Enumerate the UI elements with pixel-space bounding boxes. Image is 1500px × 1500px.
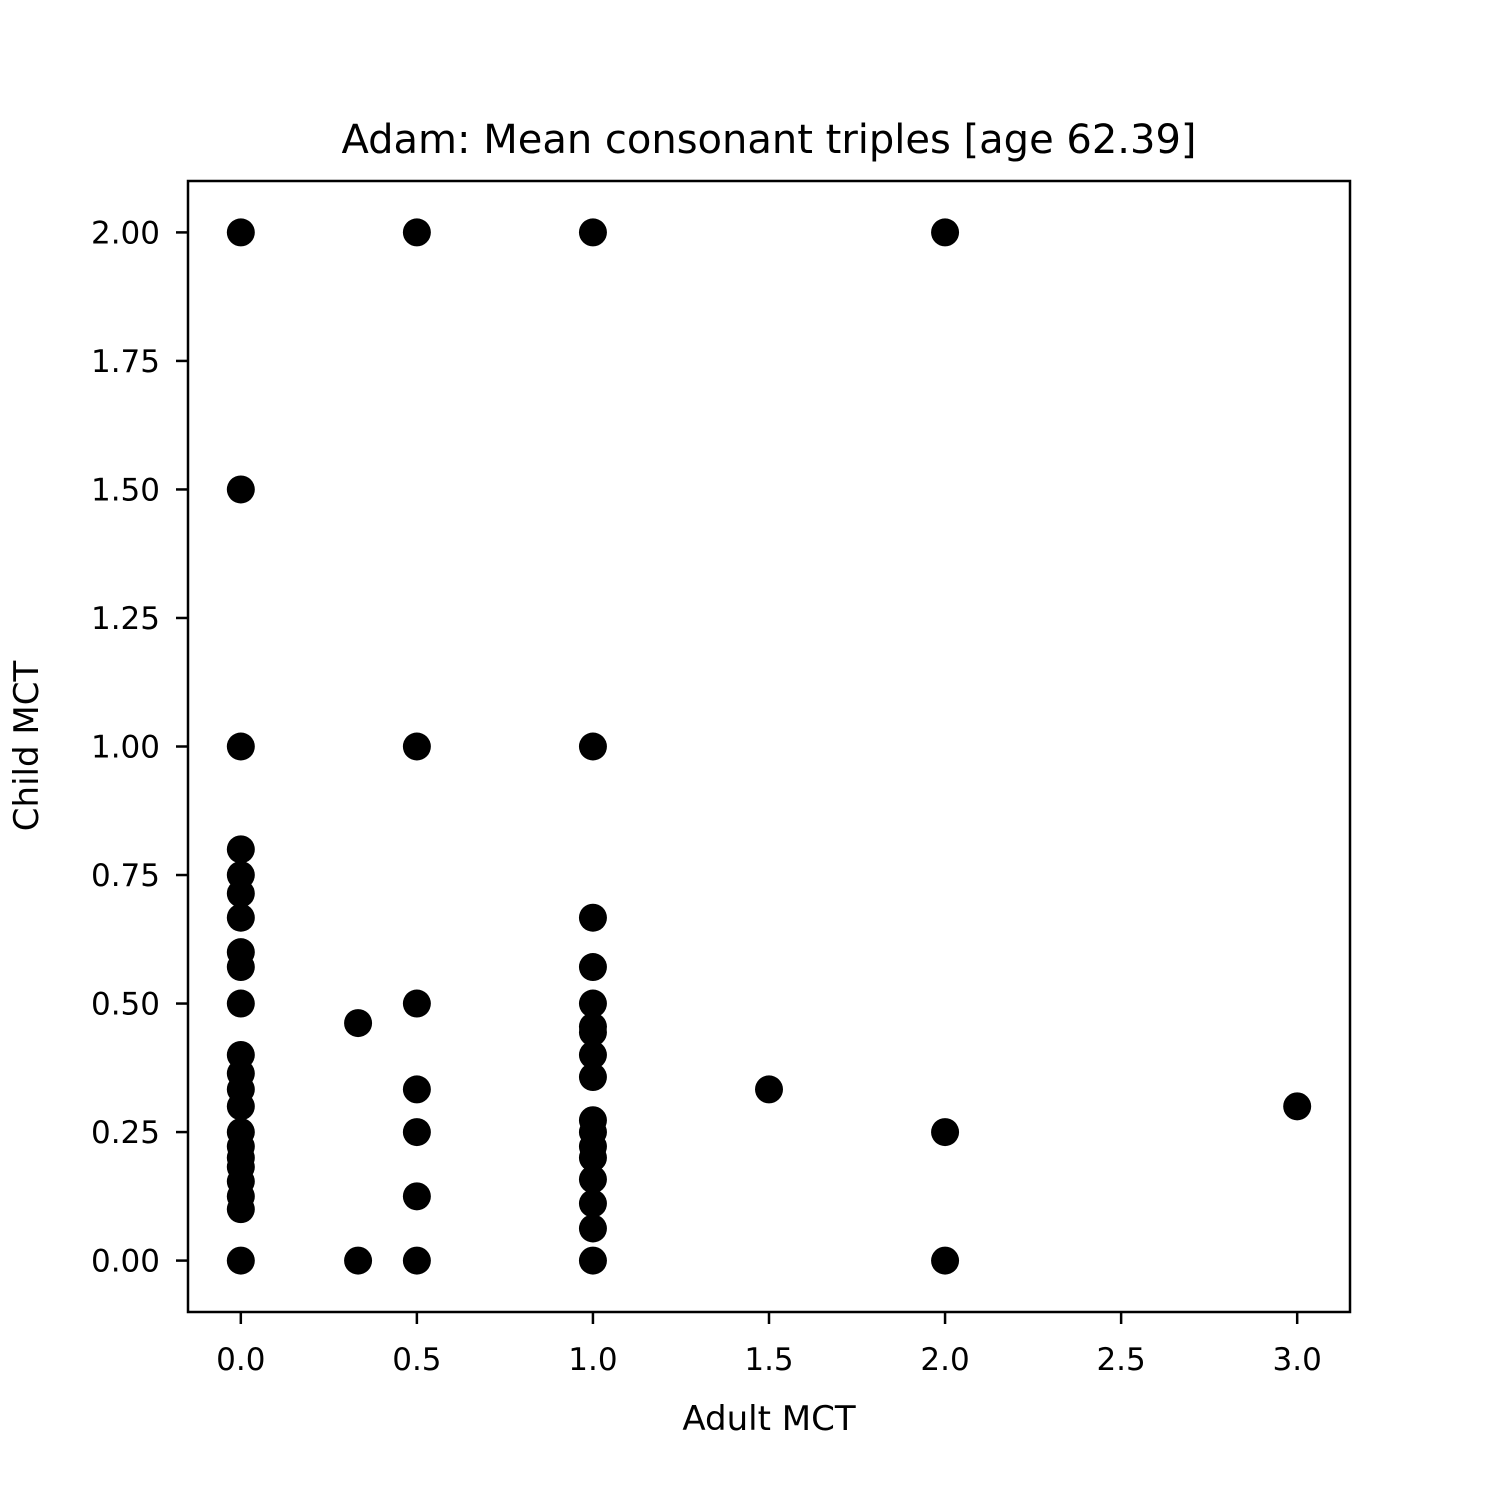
data-point — [578, 1189, 607, 1218]
x-tick-label: 0.0 — [216, 1342, 265, 1378]
data-point — [344, 1246, 373, 1275]
y-tick-label: 1.00 — [91, 730, 160, 766]
data-point — [226, 475, 255, 504]
data-point — [344, 1009, 373, 1038]
data-point — [226, 879, 255, 908]
x-tick-label: 2.0 — [920, 1342, 969, 1378]
data-point — [578, 218, 607, 247]
plot-frame — [186, 179, 1352, 1314]
data-point — [931, 218, 960, 247]
data-point — [226, 1092, 255, 1121]
data-point — [226, 1195, 255, 1224]
y-tick-label: 1.25 — [91, 601, 160, 637]
y-tick-label: 1.75 — [91, 344, 160, 380]
data-point — [402, 1182, 431, 1211]
y-tick-label: 0.00 — [91, 1244, 160, 1280]
data-point — [226, 903, 255, 932]
data-point — [226, 835, 255, 864]
data-point — [931, 1246, 960, 1275]
data-point — [402, 1075, 431, 1104]
data-point — [931, 1118, 960, 1147]
x-tick-label: 2.5 — [1096, 1342, 1145, 1378]
data-point — [578, 1143, 607, 1172]
x-tick-label: 1.0 — [568, 1342, 617, 1378]
data-point — [402, 218, 431, 247]
data-point — [402, 989, 431, 1018]
data-point — [578, 1214, 607, 1243]
data-point — [578, 1063, 607, 1092]
data-point — [226, 732, 255, 761]
data-point — [578, 953, 607, 982]
x-axis-label: Adult MCT — [682, 1399, 855, 1439]
y-tick-label: 0.75 — [91, 858, 160, 894]
y-axis-label: Child MCT — [7, 661, 47, 832]
x-tick-label: 0.5 — [392, 1342, 441, 1378]
y-axis-ticks: 0.00 0.25 0.50 0.75 1.00 1.25 1.50 1.75 2.00 — [91, 215, 188, 1280]
data-point — [226, 953, 255, 982]
data-point — [578, 1040, 607, 1069]
x-tick-label: 1.5 — [744, 1342, 793, 1378]
data-point — [402, 1118, 431, 1147]
data-point — [402, 732, 431, 761]
x-tick-label: 3.0 — [1273, 1342, 1322, 1378]
data-point — [755, 1075, 783, 1104]
data-point — [578, 732, 607, 761]
data-point — [578, 1018, 607, 1047]
data-point — [226, 989, 255, 1018]
x-axis-ticks: 0.0 0.5 1.0 1.5 2.0 2.5 3.0 — [216, 1312, 1322, 1378]
data-point — [402, 1246, 431, 1275]
data-point — [1283, 1092, 1312, 1121]
data-point — [226, 218, 255, 247]
y-tick-label: 2.00 — [91, 215, 160, 251]
data-point — [578, 989, 607, 1018]
data-point — [578, 1246, 607, 1275]
data-point — [578, 903, 607, 932]
y-tick-label: 0.50 — [91, 987, 160, 1023]
points-layer — [226, 218, 1312, 1275]
y-tick-label: 1.50 — [91, 472, 160, 508]
data-point — [578, 1165, 607, 1194]
chart-title: Adam: Mean consonant triples [age 62.39] — [341, 117, 1196, 163]
data-point — [226, 1246, 255, 1275]
y-tick-label: 0.25 — [91, 1115, 160, 1151]
